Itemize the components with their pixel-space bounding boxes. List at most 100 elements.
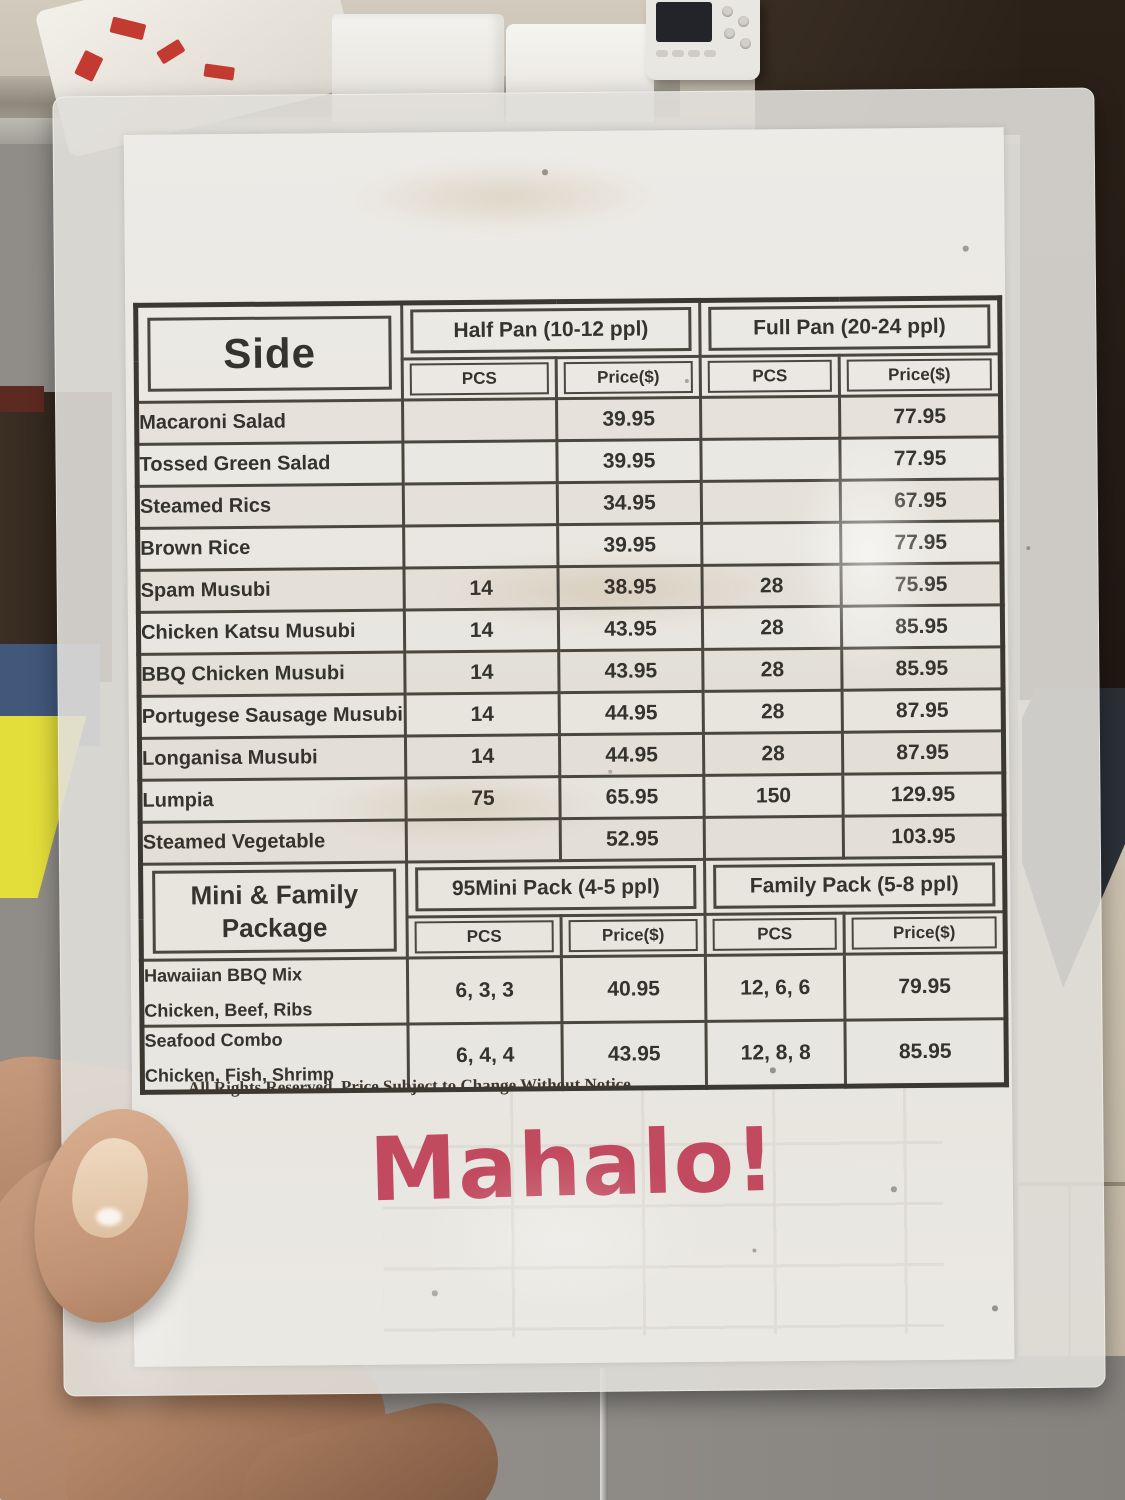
pcs-header: PCS xyxy=(707,359,832,393)
full-pan-pcs: 28 xyxy=(702,648,843,692)
item-name: Macaroni Salad xyxy=(136,400,403,445)
menu-item-row: Macaroni Salad 39.95 77.95 xyxy=(136,394,1001,445)
price-header-cell: Price($) xyxy=(844,911,1006,955)
full-pan-pcs xyxy=(701,480,841,524)
item-name: Spam Musubi xyxy=(137,568,405,613)
family-pack-pcs: 12, 6, 6 xyxy=(705,954,845,1022)
family-pack-price: 85.95 xyxy=(844,1018,1007,1087)
menu-item-row: Brown Rice 39.95 77.95 xyxy=(137,520,1002,571)
shelf-item xyxy=(0,386,44,412)
package-name-cell: Hawaiian BBQ Mix Chicken, Beef, Ribs xyxy=(141,958,408,1027)
mini-pack-price: 40.95 xyxy=(561,955,706,1023)
bag-print-mark xyxy=(109,16,147,41)
thermostat-button xyxy=(724,28,735,39)
menu-paper: Side Half Pan (10-12 ppl) Full Pan (20-2… xyxy=(123,127,1015,1367)
thumb-highlight xyxy=(96,1208,122,1226)
show-through-smudge xyxy=(343,160,665,234)
package-section-label: Mini & Family Package xyxy=(152,868,397,954)
pcs-header-cell: PCS xyxy=(407,915,562,959)
full-pan-price: 85.95 xyxy=(841,646,1004,691)
full-pan-price: 87.95 xyxy=(842,730,1004,775)
menu-item-row: Tossed Green Salad 39.95 77.95 xyxy=(136,436,1002,487)
menu-item-row: Lumpia 75 65.95 150 129.95 xyxy=(139,772,1005,823)
price-header-cell: Price($) xyxy=(561,914,706,957)
mini-pack-header-cell: 95Mini Pack (4-5 ppl) xyxy=(406,859,706,918)
item-name: Steamed Vegetable xyxy=(140,820,407,865)
full-pan-header-cell: Full Pan (20-24 ppl) xyxy=(699,297,1001,357)
pcs-header: PCS xyxy=(414,920,554,954)
half-pan-pcs: 14 xyxy=(405,734,560,779)
price-header-cell: Price($) xyxy=(839,353,1001,397)
item-name: Longanisa Musubi xyxy=(139,736,406,781)
thermostat-screen xyxy=(656,2,712,42)
menu-item-row: BBQ Chicken Musubi 14 43.95 28 85.95 xyxy=(138,646,1004,697)
menu-item-row: Steamed Rics 34.95 67.95 xyxy=(137,478,1002,529)
item-name: BBQ Chicken Musubi xyxy=(138,652,406,697)
item-name: Portugese Sausage Musubi xyxy=(139,694,406,739)
pcs-header-cell: PCS xyxy=(402,357,557,401)
menu-item-row: Longanisa Musubi 14 44.95 28 87.95 xyxy=(139,730,1004,781)
half-pan-pcs: 14 xyxy=(404,650,560,695)
half-pan-pcs: 75 xyxy=(405,776,561,821)
package-contents: Chicken, Beef, Ribs xyxy=(144,998,313,1021)
half-pan-pcs: 14 xyxy=(405,692,560,737)
half-pan-price: 38.95 xyxy=(557,565,703,609)
family-pack-pcs: 12, 8, 8 xyxy=(705,1020,846,1088)
full-pan-price: 67.95 xyxy=(840,478,1002,523)
full-pan-pcs xyxy=(704,816,844,860)
half-pan-price: 34.95 xyxy=(557,481,702,525)
item-name: Brown Rice xyxy=(137,526,404,571)
half-pan-pcs xyxy=(402,440,558,485)
half-pan-price: 43.95 xyxy=(558,649,704,693)
bag-print-mark xyxy=(74,49,104,82)
half-pan-pcs xyxy=(403,524,558,569)
half-pan-header: Half Pan (10-12 ppl) xyxy=(410,307,692,354)
side-header-row: Side Half Pan (10-12 ppl) Full Pan (20-2… xyxy=(135,297,1001,403)
price-header-cell: Price($) xyxy=(556,356,701,399)
full-pan-price: 77.95 xyxy=(839,394,1001,439)
full-pan-pcs: 28 xyxy=(702,606,842,650)
thermostat-button xyxy=(672,50,684,57)
thermostat-button xyxy=(722,6,733,17)
thermostat-button xyxy=(704,50,716,57)
item-name: Chicken Katsu Musubi xyxy=(138,610,405,655)
half-pan-price: 52.95 xyxy=(560,817,705,861)
side-section-label-cell: Side xyxy=(135,303,403,403)
side-items: Macaroni Salad 39.95 77.95 Tossed Green … xyxy=(136,394,1005,865)
half-pan-pcs: 14 xyxy=(404,608,559,653)
half-pan-pcs: 14 xyxy=(403,566,559,611)
family-pack-header: Family Pack (5-8 ppl) xyxy=(713,862,996,909)
menu-item-row: Spam Musubi 14 38.95 28 75.95 xyxy=(137,562,1003,613)
full-pan-price: 75.95 xyxy=(840,562,1003,607)
item-name: Steamed Rics xyxy=(137,484,404,529)
pcs-header: PCS xyxy=(712,917,837,951)
half-pan-price: 39.95 xyxy=(557,523,702,567)
price-header: Price($) xyxy=(851,916,997,950)
rights-footnote: All Rights Reserved. Price Subject to Ch… xyxy=(187,1074,636,1098)
half-pan-price: 39.95 xyxy=(556,397,701,441)
package-item-row: Hawaiian BBQ Mix Chicken, Beef, Ribs 6, … xyxy=(141,952,1006,1027)
half-pan-price: 44.95 xyxy=(559,691,704,735)
thermostat-button xyxy=(688,50,700,57)
full-pan-price: 103.95 xyxy=(843,814,1005,859)
full-pan-pcs xyxy=(700,438,841,482)
bag-print-mark xyxy=(203,63,235,81)
half-pan-price: 43.95 xyxy=(558,607,703,651)
full-pan-price: 129.95 xyxy=(842,772,1005,817)
full-pan-header: Full Pan (20-24 ppl) xyxy=(708,304,991,351)
menu-item-row: Chicken Katsu Musubi 14 43.95 28 85.95 xyxy=(138,604,1003,655)
half-pan-price: 44.95 xyxy=(559,733,704,777)
wall-thermostat xyxy=(646,0,760,80)
counter-seam xyxy=(600,1368,608,1500)
package-name: Seafood Combo xyxy=(144,1029,283,1051)
mini-pack-header: 95Mini Pack (4-5 ppl) xyxy=(415,864,697,912)
thermostat-button xyxy=(738,16,749,27)
menu-item-row: Steamed Vegetable 52.95 103.95 xyxy=(140,814,1005,865)
family-pack-header-cell: Family Pack (5-8 ppl) xyxy=(704,856,1006,915)
menu-item-row: Portugese Sausage Musubi 14 44.95 28 87.… xyxy=(139,688,1004,739)
pcs-header: PCS xyxy=(409,362,549,396)
full-pan-pcs: 150 xyxy=(703,774,844,818)
mini-pack-pcs: 6, 3, 3 xyxy=(407,956,562,1025)
full-pan-price: 85.95 xyxy=(841,604,1003,649)
